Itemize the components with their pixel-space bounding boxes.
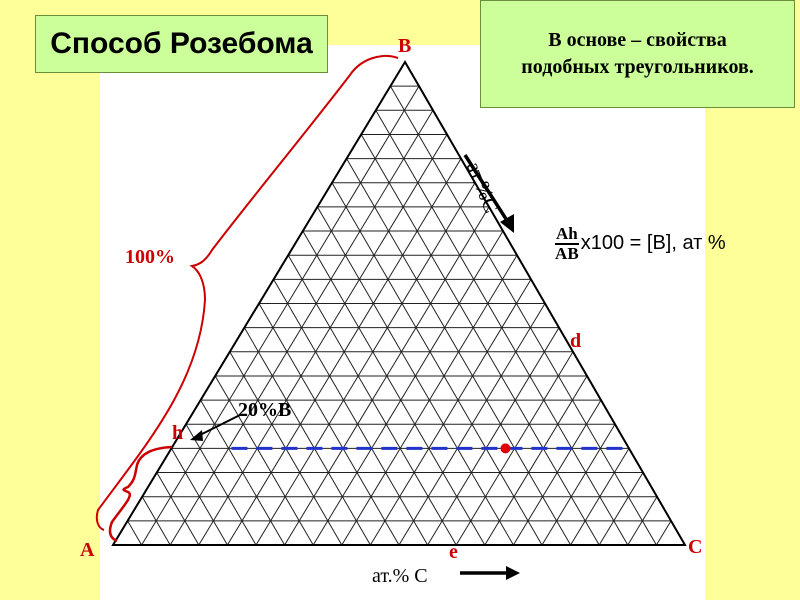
bottom-axis-label: ат.% С: [372, 565, 428, 587]
brace-label-100: 100%: [125, 246, 175, 268]
point-label-h: h: [172, 422, 184, 444]
grid-line: [360, 134, 600, 546]
grid-line: [258, 303, 400, 546]
grid-line: [484, 375, 588, 546]
point-label-d: d: [570, 330, 582, 352]
arrow-at-percent-c-edge: [463, 154, 514, 233]
composition-point: [500, 443, 511, 454]
grid-line: [141, 85, 420, 546]
arrow-20-percent: [190, 414, 241, 441]
grid-line: [312, 230, 504, 546]
formula: Ah AB x100 = [B], ат %: [555, 225, 726, 263]
brace-20-percent: [108, 445, 173, 543]
grid-line: [331, 182, 543, 546]
grid-line: [541, 423, 616, 546]
grid-line: [243, 327, 371, 546]
brace-100-percent: [95, 55, 399, 531]
grid-line: [369, 279, 532, 546]
grid-line: [141, 496, 171, 546]
grid-line: [346, 158, 572, 546]
grid-line: [302, 230, 486, 546]
grid-line: [214, 375, 314, 546]
grid-line: [598, 472, 644, 546]
composition-label-20b: 20%B: [238, 399, 292, 421]
formula-expression: x100 = [B], ат %: [580, 232, 726, 255]
grid-line: [655, 520, 672, 546]
title-box: Способ Розебома: [35, 15, 328, 73]
formula-fraction: Ah AB: [555, 225, 579, 263]
grid-line: [316, 206, 514, 546]
vertex-label-c: C: [688, 536, 703, 558]
triangle-outline: [111, 60, 687, 546]
grid-line: [375, 110, 629, 546]
grid-line: [170, 448, 228, 546]
triangle-grid: [127, 85, 672, 546]
note-box: В основе – свойства подобных треугольник…: [480, 0, 795, 108]
vertex-label-b: B: [398, 35, 412, 57]
grid-line: [255, 182, 476, 546]
grid-line: [287, 254, 457, 546]
grid-line: [198, 134, 448, 546]
diagram-paper: [100, 45, 705, 600]
grid-line: [427, 327, 560, 546]
grid-line: [273, 279, 429, 546]
grid-line: [156, 472, 200, 546]
note-line-2: подобных треугольников.: [521, 56, 754, 78]
arrow-at-percent-c-bottom: [460, 566, 520, 580]
grid-line: [185, 423, 257, 546]
point-label-e: e: [449, 541, 458, 563]
formula-denominator: AB: [555, 243, 579, 263]
title-text: Способ Розебома: [50, 27, 313, 60]
formula-numerator: Ah: [555, 224, 579, 245]
grid-line: [127, 520, 143, 546]
note-line-1: В основе – свойства: [548, 29, 727, 51]
grid-line: [389, 85, 657, 546]
grid-line: [200, 399, 286, 546]
vertex-label-a: A: [80, 539, 95, 561]
